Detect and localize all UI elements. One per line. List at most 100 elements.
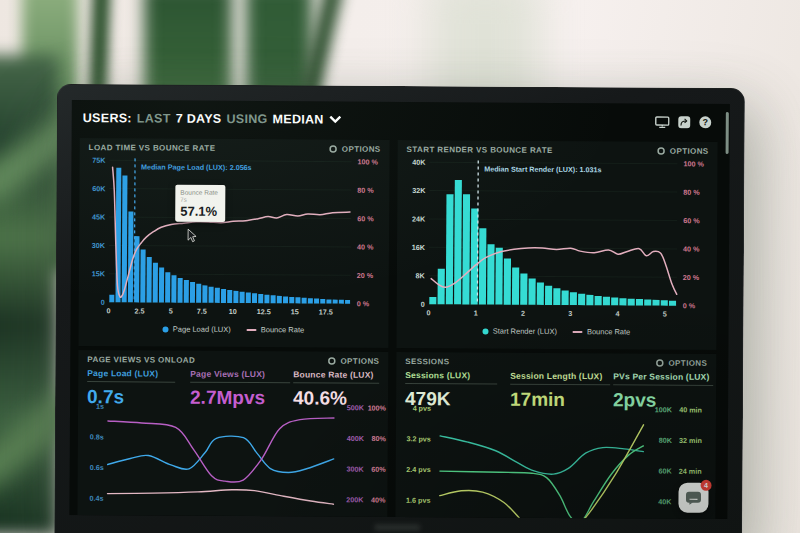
svg-text:16K: 16K — [412, 243, 426, 252]
svg-text:40%: 40% — [371, 495, 386, 504]
svg-text:15K: 15K — [92, 269, 106, 278]
svg-text:2.4 pvs: 2.4 pvs — [406, 465, 430, 474]
options-button[interactable]: OPTIONS — [655, 358, 707, 367]
laptop-logo — [374, 524, 420, 531]
svg-text:100 %: 100 % — [358, 157, 379, 166]
svg-text:60K: 60K — [658, 467, 672, 476]
svg-text:60 %: 60 % — [357, 214, 374, 223]
dashboard-screen: USERS: LAST 7 DAYS USING MEDIAN ? LOAD T… — [69, 100, 730, 519]
svg-text:1s: 1s — [96, 402, 104, 411]
metric-label: PVs Per Session (LUX) — [613, 371, 713, 382]
help-icon[interactable]: ? — [699, 115, 712, 133]
days-label: 7 DAYS — [176, 112, 222, 126]
monitor-icon[interactable] — [655, 115, 670, 133]
chart-legend: Page Load (LUX) Bounce Rate — [78, 324, 388, 335]
panel-page-views: PAGE VIEWS VS ONLOAD OPTIONS Page Load (… — [77, 350, 388, 517]
svg-text:40 %: 40 % — [357, 243, 374, 252]
svg-text:32 min: 32 min — [679, 436, 702, 445]
svg-text:17.5: 17.5 — [319, 308, 333, 317]
svg-text:45K: 45K — [92, 213, 106, 222]
metric-label: Page Views (LUX) — [190, 369, 290, 380]
svg-text:100%: 100% — [368, 403, 387, 412]
svg-text:10: 10 — [229, 307, 237, 316]
svg-text:Median Page Load (LUX): 2.056s: Median Page Load (LUX): 2.056s — [141, 162, 252, 172]
svg-text:60%: 60% — [371, 465, 386, 474]
svg-text:200K: 200K — [346, 495, 364, 504]
load-time-chart: 75K100 %60K80 %45K60 %30K40 %15K20 %00 %… — [79, 156, 390, 320]
svg-text:40 %: 40 % — [683, 245, 700, 254]
svg-text:80 %: 80 % — [683, 188, 700, 197]
mouse-cursor — [187, 229, 197, 243]
chart-tooltip: Bounce Rate 7s 57.1% — [175, 185, 225, 222]
svg-text:5: 5 — [663, 310, 667, 319]
median-label: MEDIAN — [273, 112, 324, 126]
svg-text:400K: 400K — [347, 434, 365, 443]
svg-text:100K: 100K — [655, 405, 673, 414]
svg-text:24K: 24K — [412, 214, 426, 223]
metric-label: Page Load (LUX) — [87, 368, 175, 379]
page-title[interactable]: USERS: LAST 7 DAYS USING MEDIAN — [83, 111, 342, 127]
gear-icon — [657, 146, 666, 155]
metric-label: Bounce Rate (LUX) — [293, 369, 379, 380]
scrollbar[interactable] — [726, 112, 729, 154]
svg-text:2: 2 — [521, 309, 525, 318]
page-views-chart: 1s 0.8s 0.6s 0.4s 500K100% 400K 80% 300K 60% 200K… — [77, 402, 388, 517]
chart-legend: Start Render (LUX) Bounce Rate — [396, 326, 716, 337]
chevron-down-icon[interactable] — [329, 116, 342, 124]
legend-item: Start Render (LUX) — [483, 327, 557, 336]
svg-text:0: 0 — [107, 306, 111, 315]
legend-item: Bounce Rate — [247, 325, 304, 334]
svg-text:12.5: 12.5 — [257, 307, 271, 316]
panel-title: START RENDER VS BOUNCE RATE — [407, 145, 553, 155]
laptop: USERS: LAST 7 DAYS USING MEDIAN ? LOAD T… — [54, 84, 745, 533]
chat-widget-button[interactable]: 4 — [678, 483, 708, 513]
svg-text:20 %: 20 % — [357, 271, 374, 280]
svg-text:0: 0 — [427, 308, 431, 317]
svg-text:3: 3 — [568, 309, 572, 318]
svg-text:0.4s: 0.4s — [89, 494, 103, 503]
svg-text:24 min: 24 min — [679, 467, 702, 476]
svg-text:0 %: 0 % — [357, 299, 370, 308]
svg-text:80K: 80K — [659, 436, 673, 445]
svg-text:0.8s: 0.8s — [90, 432, 104, 441]
panel-title: PAGE VIEWS VS ONLOAD — [87, 355, 195, 365]
gear-icon — [655, 358, 664, 367]
svg-text:15: 15 — [291, 307, 299, 316]
svg-text:3.2 pvs: 3.2 pvs — [406, 434, 430, 443]
svg-text:80%: 80% — [371, 434, 386, 443]
svg-text:40K: 40K — [412, 158, 426, 167]
svg-text:0: 0 — [421, 300, 425, 309]
panel-start-render: START RENDER VS BOUNCE RATE OPTIONS 40K 1… — [396, 140, 717, 350]
share-icon[interactable] — [678, 115, 691, 133]
svg-text:8K: 8K — [416, 271, 426, 280]
options-button[interactable]: OPTIONS — [657, 146, 709, 155]
dashboard-header: USERS: LAST 7 DAYS USING MEDIAN ? — [72, 100, 730, 142]
svg-text:?: ? — [703, 117, 709, 127]
legend-item: Bounce Rate — [573, 327, 630, 336]
svg-text:5: 5 — [169, 307, 173, 316]
svg-text:2.5: 2.5 — [135, 306, 145, 315]
panel-load-time: LOAD TIME VS BOUNCE RATE OPTIONS 75K100 … — [78, 138, 389, 348]
svg-text:80 %: 80 % — [357, 186, 374, 195]
svg-text:0 %: 0 % — [683, 301, 696, 310]
svg-text:60K: 60K — [92, 184, 106, 193]
svg-text:32K: 32K — [412, 186, 426, 195]
plant-leaf — [0, 55, 58, 533]
last-label: LAST — [137, 111, 171, 125]
svg-text:40 min: 40 min — [679, 405, 702, 414]
svg-text:300K: 300K — [346, 465, 364, 474]
users-label: USERS: — [83, 111, 132, 125]
options-button[interactable]: OPTIONS — [329, 144, 381, 153]
svg-text:500K: 500K — [347, 403, 365, 412]
using-label: USING — [226, 112, 267, 126]
gear-icon — [327, 356, 336, 365]
svg-text:0.6s: 0.6s — [90, 463, 104, 472]
options-button[interactable]: OPTIONS — [327, 356, 379, 365]
svg-text:20 %: 20 % — [683, 273, 700, 282]
svg-text:4 pvs: 4 pvs — [413, 404, 431, 413]
sessions-chart: 4 pvs3.2 pvs2.4 pvs1.6 pvs100K40 min80K3… — [395, 404, 716, 519]
gear-icon — [329, 144, 338, 153]
svg-text:60 %: 60 % — [683, 216, 700, 225]
legend-item: Page Load (LUX) — [163, 325, 231, 334]
svg-text:75K: 75K — [92, 156, 106, 165]
